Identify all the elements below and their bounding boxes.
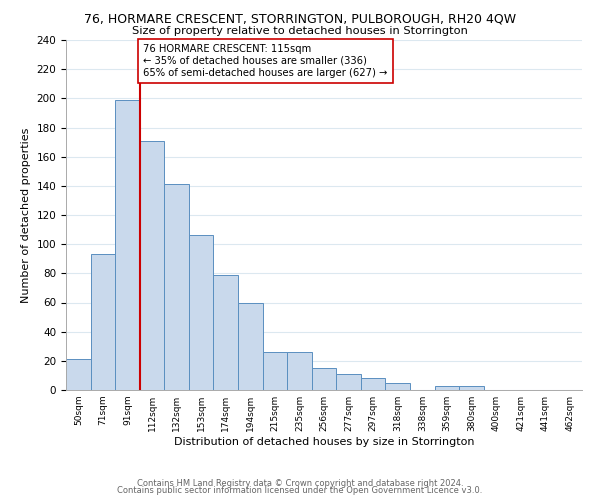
Bar <box>287 352 312 390</box>
Bar <box>214 275 238 390</box>
Bar <box>189 236 214 390</box>
Bar <box>361 378 385 390</box>
Bar <box>312 368 336 390</box>
Text: 76, HORMARE CRESCENT, STORRINGTON, PULBOROUGH, RH20 4QW: 76, HORMARE CRESCENT, STORRINGTON, PULBO… <box>84 12 516 26</box>
Bar <box>66 360 91 390</box>
Text: Contains public sector information licensed under the Open Government Licence v3: Contains public sector information licen… <box>118 486 482 495</box>
Bar <box>459 386 484 390</box>
Bar <box>263 352 287 390</box>
Bar <box>91 254 115 390</box>
Bar <box>336 374 361 390</box>
Bar <box>238 302 263 390</box>
Text: 76 HORMARE CRESCENT: 115sqm
← 35% of detached houses are smaller (336)
65% of se: 76 HORMARE CRESCENT: 115sqm ← 35% of det… <box>143 44 388 78</box>
Bar <box>140 140 164 390</box>
Bar <box>164 184 189 390</box>
Y-axis label: Number of detached properties: Number of detached properties <box>21 128 31 302</box>
Text: Contains HM Land Registry data © Crown copyright and database right 2024.: Contains HM Land Registry data © Crown c… <box>137 478 463 488</box>
Text: Size of property relative to detached houses in Storrington: Size of property relative to detached ho… <box>132 26 468 36</box>
X-axis label: Distribution of detached houses by size in Storrington: Distribution of detached houses by size … <box>174 437 474 447</box>
Bar <box>115 100 140 390</box>
Bar <box>385 382 410 390</box>
Bar <box>434 386 459 390</box>
